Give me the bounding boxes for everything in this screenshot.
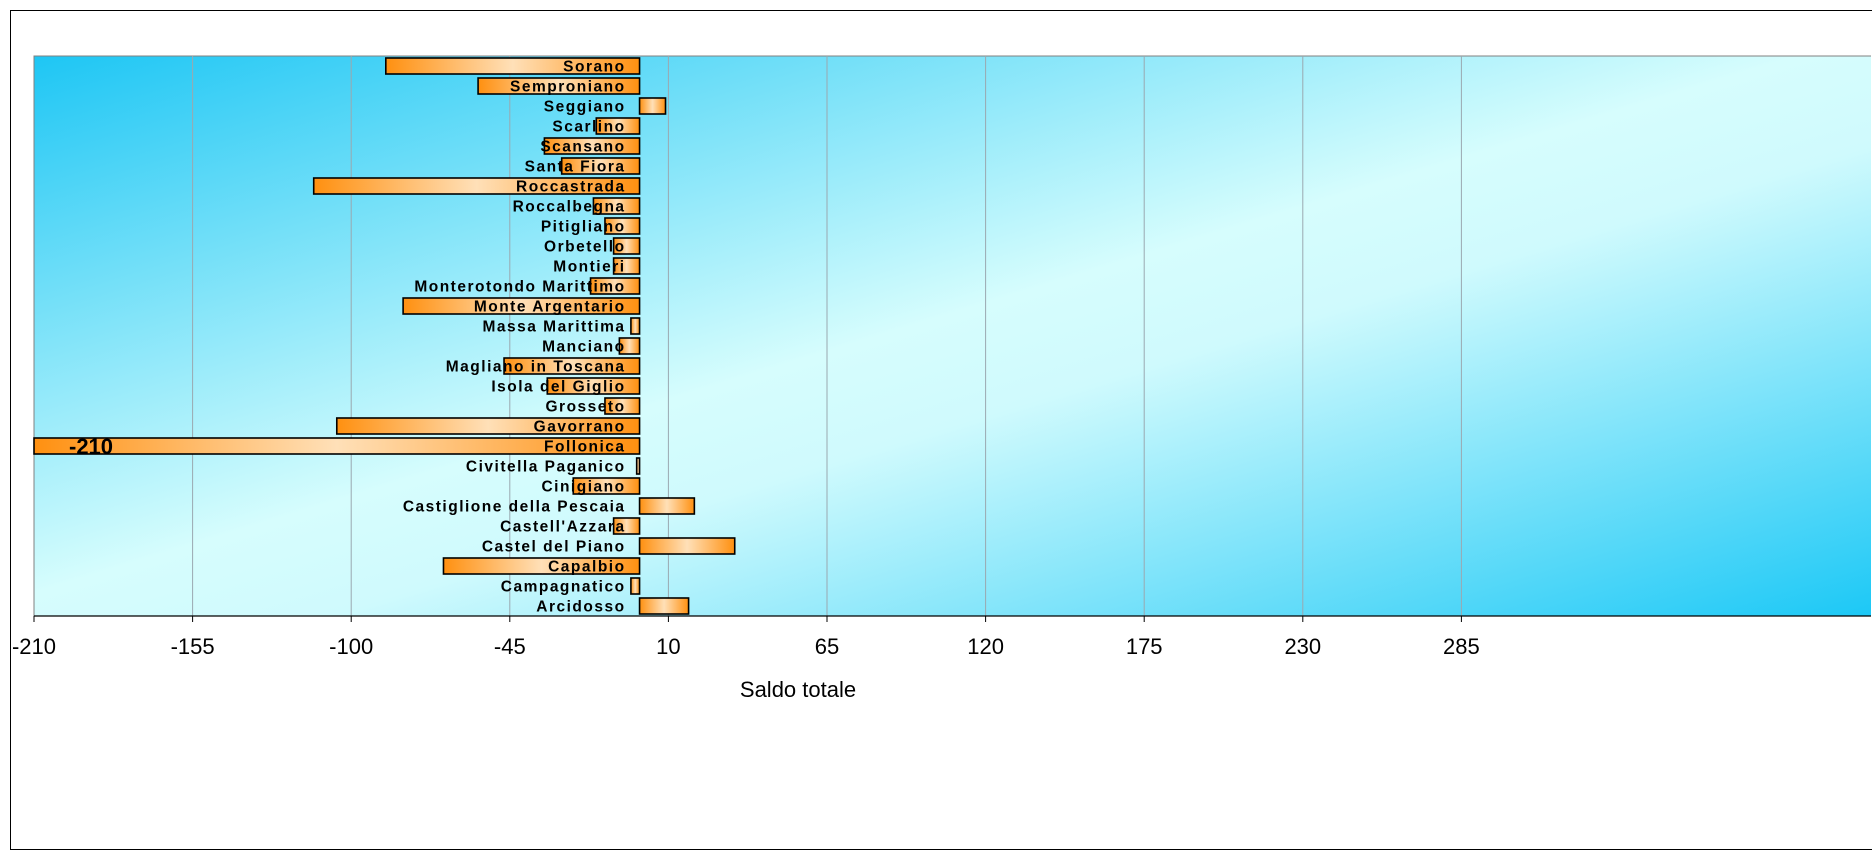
data-label: -210	[69, 434, 113, 459]
bar	[442, 557, 641, 575]
category-label: Monterotondo Marittimo	[414, 279, 625, 296]
bar	[630, 577, 641, 595]
bar	[630, 317, 641, 335]
bar	[618, 337, 641, 355]
bar	[638, 597, 690, 615]
category-label: Magliano in Toscana	[446, 359, 626, 376]
bar	[33, 437, 641, 455]
bar	[595, 117, 641, 135]
category-labels: Sorano Semproniano Seggiano Scarlino Scansan…	[403, 59, 626, 616]
category-label: Massa Marittima	[482, 319, 625, 336]
category-label: Grosseto	[546, 399, 626, 416]
bar	[385, 57, 641, 75]
category-label: Arcidosso	[536, 599, 625, 616]
bar	[612, 237, 641, 255]
category-label: Isola del Giglio	[491, 379, 625, 396]
x-axis-title: Saldo totale	[740, 677, 856, 702]
x-tick-label: -155	[171, 634, 215, 659]
bar	[560, 157, 641, 175]
bar	[638, 97, 667, 115]
category-label: Castell'Azzara	[500, 519, 625, 536]
category-label: Campagnatico	[501, 579, 626, 596]
bar	[543, 137, 641, 155]
bar	[638, 497, 696, 515]
x-tick-label: -45	[494, 634, 526, 659]
plot-area	[33, 55, 1871, 617]
bar	[592, 197, 641, 215]
category-label: Gavorrano	[534, 419, 626, 436]
category-label: Seggiano	[544, 99, 626, 116]
bar	[604, 217, 641, 235]
x-tick-label: 285	[1443, 634, 1480, 659]
category-label: Semproniano	[510, 79, 626, 96]
category-label: Manciano	[542, 339, 625, 356]
category-label: Cinigiano	[541, 479, 625, 496]
bar	[572, 477, 641, 495]
x-tick-label: 175	[1126, 634, 1163, 659]
grid-lines	[192, 56, 1462, 616]
category-label: Castel del Piano	[482, 539, 626, 556]
category-label: Pitigliano	[541, 219, 626, 236]
x-tick-label: 120	[967, 634, 1004, 659]
chart-frame: Sorano Semproniano Seggiano Scarlino Scansan…	[10, 10, 1872, 850]
category-label: Capalbio	[548, 559, 625, 576]
bar	[546, 377, 641, 395]
bar-chart: Sorano Semproniano Seggiano Scarlino Scansan…	[12, 55, 1871, 702]
category-label: Orbetello	[544, 239, 626, 256]
category-label: Roccalbegna	[513, 199, 626, 216]
bar	[503, 357, 641, 375]
x-tick-label: 65	[815, 634, 839, 659]
category-label: Monte Argentario	[474, 299, 626, 316]
category-label: Follonica	[544, 439, 626, 456]
bar	[477, 77, 641, 95]
category-label: Scarlino	[552, 119, 625, 136]
category-label: Santa Fiora	[525, 159, 626, 176]
category-label: Sorano	[563, 59, 625, 76]
bar	[312, 177, 641, 195]
x-tick-label: -100	[329, 634, 373, 659]
category-label: Castiglione della Pescaia	[403, 499, 626, 516]
category-label: Civitella Paganico	[466, 459, 626, 476]
category-label: Montieri	[553, 259, 625, 276]
x-tick-label: -210	[12, 634, 56, 659]
bar	[612, 517, 641, 535]
bar	[635, 457, 641, 475]
x-tick-label: 230	[1284, 634, 1321, 659]
bars	[33, 57, 736, 615]
bar	[402, 297, 641, 315]
x-tick-label: 10	[656, 634, 680, 659]
x-axis-ticks: -210 -155 -100 -45 10 65 120 175 230 285	[12, 616, 1480, 659]
bar	[612, 257, 641, 275]
bar	[335, 417, 641, 435]
bar	[638, 537, 736, 555]
bar	[589, 277, 641, 295]
bar	[604, 397, 641, 415]
category-label: Roccastrada	[516, 179, 626, 196]
category-label: Scansano	[540, 139, 625, 156]
data-labels: -210	[69, 434, 113, 459]
